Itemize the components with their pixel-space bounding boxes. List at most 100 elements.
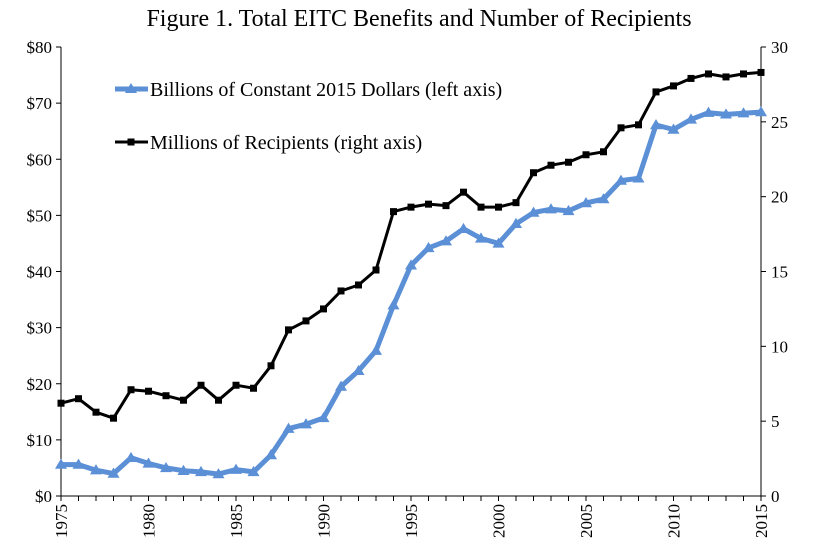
data-point xyxy=(72,458,85,469)
data-point xyxy=(197,381,205,389)
legend-swatch-marker xyxy=(127,138,135,146)
data-point xyxy=(565,158,572,166)
data-point xyxy=(195,465,207,477)
data-point xyxy=(582,151,590,159)
data-point xyxy=(57,399,65,407)
data-point xyxy=(650,119,662,130)
axes: $0 $10 $20 $30 $40 $50 $60 $70 $80 0 5 10 15 20 25 30 19… xyxy=(27,38,789,538)
data-point xyxy=(685,113,697,124)
data-point xyxy=(530,169,537,177)
data-point xyxy=(580,197,592,208)
data-point xyxy=(317,411,330,423)
data-point xyxy=(335,380,347,391)
data-point xyxy=(285,326,292,334)
x-tick-label: 2015 xyxy=(752,504,771,538)
chart-title: Figure 1. Total EITC Benefits and Number… xyxy=(146,6,692,32)
data-point xyxy=(250,384,257,392)
right-tick-label: 15 xyxy=(771,263,788,282)
data-point xyxy=(527,206,540,217)
data-point xyxy=(737,107,750,118)
data-point xyxy=(232,381,240,389)
data-point xyxy=(267,362,275,370)
data-point xyxy=(212,468,225,479)
x-tick-label: 1985 xyxy=(227,504,246,538)
data-point xyxy=(600,148,607,156)
legend-label: Billions of Constant 2015 Dollars (left … xyxy=(150,79,502,101)
data-point xyxy=(652,88,660,96)
data-point xyxy=(265,449,277,460)
data-point xyxy=(512,199,520,207)
data-point xyxy=(617,124,625,132)
series-line xyxy=(61,109,762,477)
right-tick-label: 5 xyxy=(771,412,780,431)
data-point xyxy=(405,259,417,270)
data-point xyxy=(477,203,485,211)
x-tick-label: 1995 xyxy=(402,504,421,538)
data-point xyxy=(702,106,715,117)
data-point xyxy=(440,235,452,246)
data-point xyxy=(145,387,152,395)
series-1 xyxy=(55,106,767,479)
legend-swatch-marker xyxy=(125,83,137,93)
data-point xyxy=(90,464,102,475)
x-tick-label: 2005 xyxy=(577,504,596,538)
left-tick-label: $30 xyxy=(27,319,53,338)
left-tick-label: $60 xyxy=(27,150,53,169)
data-point xyxy=(562,204,575,216)
series-layer xyxy=(55,68,767,479)
data-point xyxy=(510,217,522,228)
data-point xyxy=(127,386,135,394)
data-point xyxy=(142,457,155,468)
data-point xyxy=(92,408,100,416)
data-point xyxy=(687,74,695,82)
data-point xyxy=(162,392,170,400)
data-point xyxy=(425,200,432,208)
left-tick-label: $70 xyxy=(27,94,53,113)
data-point xyxy=(300,418,312,429)
data-point xyxy=(247,465,260,477)
legend-label: Millions of Recipients (right axis) xyxy=(150,132,422,154)
left-tick-label: $10 xyxy=(27,431,53,450)
data-point xyxy=(215,396,222,404)
data-point xyxy=(407,203,415,211)
left-tick-label: $0 xyxy=(35,487,52,506)
data-point xyxy=(492,237,505,248)
x-tick-label: 1990 xyxy=(315,504,334,538)
left-tick-label: $40 xyxy=(27,263,53,282)
series-2 xyxy=(57,68,765,422)
data-point xyxy=(545,203,557,214)
data-point xyxy=(442,202,450,210)
data-point xyxy=(337,287,345,295)
data-point xyxy=(460,188,467,196)
data-point xyxy=(667,123,680,134)
right-tick-label: 0 xyxy=(771,487,780,506)
data-point xyxy=(355,281,362,289)
x-tick-label: 2010 xyxy=(665,504,684,538)
data-point xyxy=(755,106,767,117)
data-point xyxy=(110,414,117,422)
data-point xyxy=(352,364,365,376)
right-tick-label: 10 xyxy=(771,337,788,356)
data-point xyxy=(670,82,677,90)
left-tick-label: $20 xyxy=(27,375,53,394)
data-point xyxy=(55,458,67,469)
x-tick-label: 2000 xyxy=(490,504,509,538)
data-point xyxy=(475,232,487,243)
data-point xyxy=(632,172,645,183)
right-tick-label: 25 xyxy=(771,113,788,132)
data-point xyxy=(457,222,470,234)
data-point xyxy=(635,121,642,129)
legend: Billions of Constant 2015 Dollars (left … xyxy=(115,79,502,154)
left-tick-label: $80 xyxy=(27,38,53,57)
data-point xyxy=(372,266,380,274)
data-point xyxy=(177,464,190,475)
data-point xyxy=(125,451,137,463)
left-tick-label: $50 xyxy=(27,206,53,225)
data-point xyxy=(722,73,730,81)
data-point xyxy=(740,70,747,78)
data-point xyxy=(597,193,610,204)
data-point xyxy=(422,241,435,253)
data-point xyxy=(282,422,295,433)
data-point xyxy=(757,68,765,76)
